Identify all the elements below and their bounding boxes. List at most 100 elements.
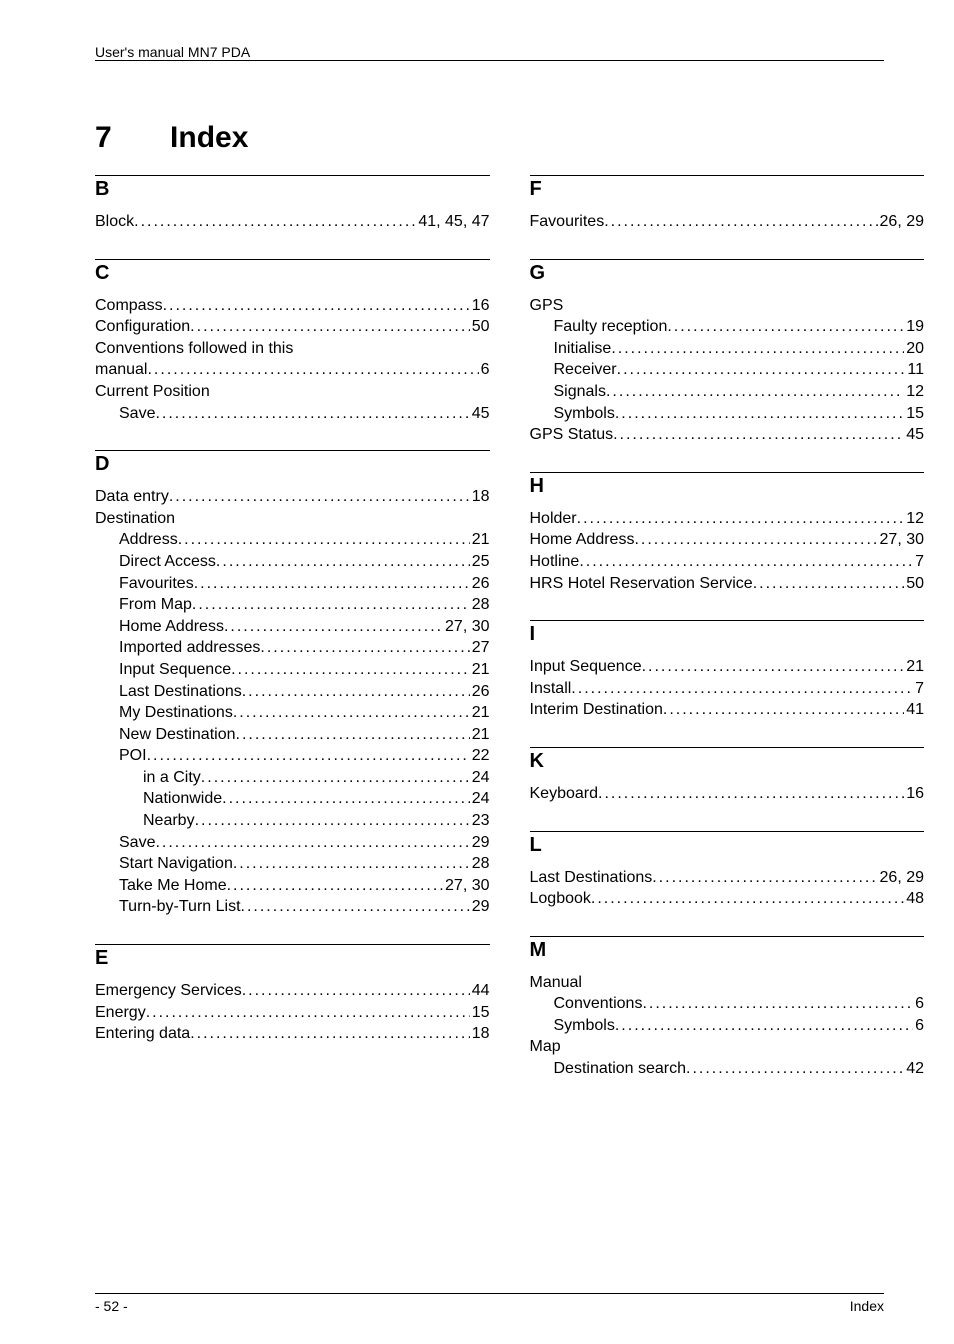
leader-dots <box>613 424 904 446</box>
leader-dots <box>146 1002 470 1024</box>
index-section: BBlock41, 45, 47 <box>95 175 490 233</box>
leader-dots <box>604 211 877 233</box>
index-entry: Input Sequence 21 <box>95 659 490 681</box>
index-entry-page: 25 <box>470 551 490 573</box>
leader-dots <box>231 659 470 681</box>
index-entry: Home Address27, 30 <box>95 616 490 638</box>
section-letter: G <box>530 262 925 285</box>
leader-dots <box>233 853 470 875</box>
index-entry-label: GPS Status <box>530 424 614 446</box>
leader-dots <box>615 1015 913 1037</box>
section-letter: M <box>530 939 925 962</box>
index-entry-label: Signals <box>554 381 606 403</box>
index-entry-page: 20 <box>904 338 924 360</box>
index-entry-page: 24 <box>470 767 490 789</box>
index-entry-label: Interim Destination <box>530 699 663 721</box>
index-entry-label: Block <box>95 211 134 233</box>
index-entry-page: 15 <box>904 403 924 425</box>
index-entry-label: Data entry <box>95 486 169 508</box>
index-entry-label: Last Destinations <box>119 681 242 703</box>
section-letter: F <box>530 178 925 201</box>
index-entry-label: Destination search <box>554 1058 687 1080</box>
index-entry-label: Last Destinations <box>530 867 653 889</box>
leader-dots <box>163 295 470 317</box>
index-entry: Data entry18 <box>95 486 490 508</box>
leader-dots <box>134 211 416 233</box>
index-entry-page: 21 <box>470 659 490 681</box>
index-section: LLast Destinations26, 29Logbook48 <box>530 831 925 910</box>
index-entry-label: Symbols <box>554 1015 615 1037</box>
index-entry: Take Me Home27, 30 <box>95 875 490 897</box>
index-section: GGPSFaulty reception19Initialise20Receiv… <box>530 259 925 446</box>
index-entry-page: 27, 30 <box>443 616 489 638</box>
header-rule <box>95 60 884 61</box>
index-entry-page: 26, 29 <box>878 867 924 889</box>
section-rule <box>530 747 925 748</box>
index-entry-label: Emergency Services <box>95 980 242 1002</box>
index-entry-page: 27, 30 <box>878 529 924 551</box>
section-rule <box>530 620 925 621</box>
leader-dots <box>642 993 913 1015</box>
index-entry-page: 21 <box>470 724 490 746</box>
index-entry-label: Input Sequence <box>119 659 231 681</box>
leader-dots <box>194 573 470 595</box>
chapter-title: 7 Index <box>95 121 884 155</box>
index-entry-page: 41, 45, 47 <box>416 211 489 233</box>
leader-dots <box>579 551 913 573</box>
leader-dots <box>617 359 906 381</box>
leader-dots <box>233 702 470 724</box>
index-entry-page: 27, 30 <box>443 875 489 897</box>
index-section: DData entry18DestinationAddress21Direct … <box>95 450 490 918</box>
leader-dots <box>606 381 904 403</box>
index-entry: Favourites26 <box>95 573 490 595</box>
leader-dots <box>216 551 470 573</box>
leader-dots <box>155 832 469 854</box>
index-entry-page: 28 <box>470 853 490 875</box>
index-entry-page: 6 <box>913 993 924 1015</box>
index-entry-page: 26, 29 <box>878 211 924 233</box>
leader-dots <box>201 767 470 789</box>
section-letter: D <box>95 453 490 476</box>
index-entry: Interim Destination41 <box>530 699 925 721</box>
index-entry-label: Compass <box>95 295 163 317</box>
index-entry-label: Address <box>119 529 178 551</box>
index-entry: Imported addresses27 <box>95 637 490 659</box>
index-entry-label: Keyboard <box>530 783 599 805</box>
index-entry-label: Imported addresses <box>119 637 260 659</box>
index-entry-page: 45 <box>470 403 490 425</box>
leader-dots <box>169 486 470 508</box>
index-entry-label: Favourites <box>530 211 605 233</box>
index-entry-page: 50 <box>904 573 924 595</box>
leader-dots <box>686 1058 904 1080</box>
leader-dots <box>591 888 904 910</box>
index-entry: Block 41, 45, 47 <box>95 211 490 233</box>
header: User's manual MN7 PDA <box>95 40 884 61</box>
index-entry: Last Destinations26 <box>95 681 490 703</box>
index-entry-page: 15 <box>470 1002 490 1024</box>
index-entry: My Destinations21 <box>95 702 490 724</box>
index-entry-label: Logbook <box>530 888 591 910</box>
index-entry: HRS Hotel Reservation Service50 <box>530 573 925 595</box>
index-entry-page: 11 <box>905 359 924 381</box>
index-entry-label: Receiver <box>554 359 617 381</box>
chapter-number: 7 <box>95 121 112 154</box>
leader-dots <box>260 637 469 659</box>
index-entry-label: Direct Access <box>119 551 216 573</box>
section-letter: H <box>530 475 925 498</box>
section-letter: I <box>530 623 925 646</box>
index-entry: Logbook48 <box>530 888 925 910</box>
section-rule <box>530 259 925 260</box>
index-entry-label: Entering data <box>95 1023 190 1045</box>
index-entry-label: POI <box>119 745 147 767</box>
leader-dots <box>147 359 478 381</box>
leader-dots <box>663 699 904 721</box>
index-entry: Start Navigation28 <box>95 853 490 875</box>
leader-dots <box>753 573 905 595</box>
index-entry-label: Save <box>119 832 155 854</box>
index-entry: From Map28 <box>95 594 490 616</box>
index-entry: Hotline7 <box>530 551 925 573</box>
index-entry-page: 45 <box>904 424 924 446</box>
index-entry: Faulty reception19 <box>530 316 925 338</box>
index-entry: Emergency Services44 <box>95 980 490 1002</box>
index-entry: Signals12 <box>530 381 925 403</box>
